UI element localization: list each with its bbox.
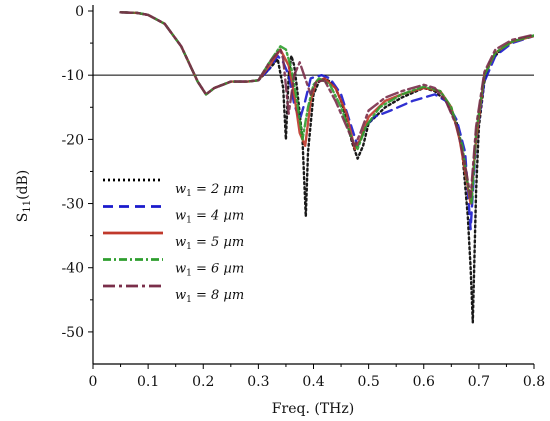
x-axis-title: Freq. (THz)	[272, 401, 354, 417]
y-tick-label: -20	[61, 132, 84, 148]
x-tick-label: 0.6	[413, 374, 435, 390]
legend-label-1: w1 = 2 µm	[175, 182, 244, 199]
y-tick-label: -10	[61, 68, 84, 84]
legend-label-2: w1 = 4 µm	[175, 209, 244, 226]
series-line-5	[119, 11, 534, 199]
x-tick-label: 0.2	[192, 374, 214, 390]
y-tick-label: -40	[61, 261, 84, 277]
x-tick-label: 0.5	[357, 374, 379, 390]
series-layer	[119, 11, 534, 324]
y-tick-label: -30	[61, 197, 84, 213]
y-tick-label: 0	[75, 4, 84, 20]
y-axis-title-sub: 11	[22, 200, 33, 213]
x-tick-label: 0.1	[137, 374, 159, 390]
y-axis-title: S11(dB)	[15, 170, 33, 223]
x-tick-label: 0.7	[468, 374, 490, 390]
x-tick-label: 0.8	[523, 374, 545, 390]
legend-label-3: w1 = 5 µm	[175, 235, 244, 252]
x-tick-label: 0.4	[302, 374, 324, 390]
y-tick-label: -50	[61, 325, 84, 341]
axes: 0 0.1 0.2 0.3 0.4 0.5 0.6 0.7 0.8 0 -10 -20 -30 -40 -5…	[61, 4, 545, 390]
legend-label-5: w1 = 8 µm	[175, 288, 244, 305]
x-tick-label: 0	[89, 374, 98, 390]
legend: w1 = 2 µm w1 = 4 µm w1 = 5 µm w1 = 6 µm w1 =…	[103, 178, 244, 305]
y-axis-title-main: S	[15, 213, 31, 223]
y-axis-title-unit: (dB)	[15, 170, 31, 200]
x-tick-label: 0.3	[247, 374, 269, 390]
legend-label-4: w1 = 6 µm	[175, 262, 244, 279]
